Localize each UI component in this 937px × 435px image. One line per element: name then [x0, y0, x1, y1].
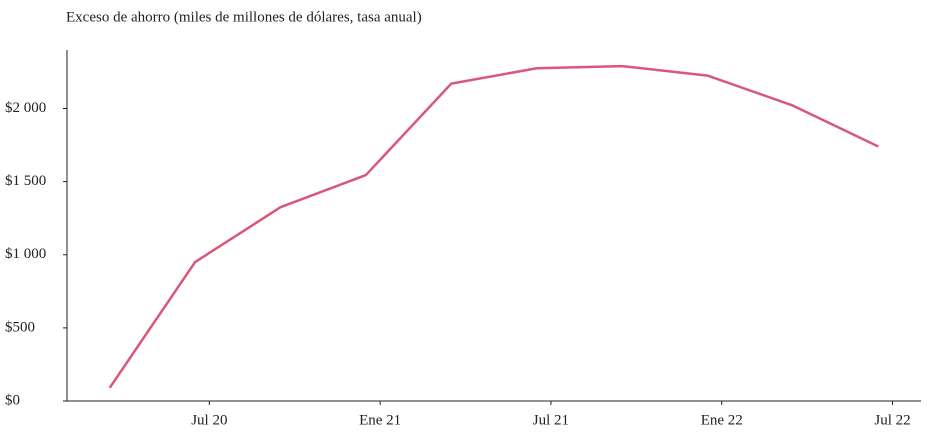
chart-title: Exceso de ahorro (miles de millones de d…: [66, 9, 422, 25]
x-tick-label: Ene 22: [701, 412, 743, 428]
x-tick-label: Ene 21: [359, 412, 401, 428]
x-tick-label: Jul 20: [191, 412, 227, 428]
y-tick-label: $0: [5, 392, 20, 408]
y-tick-label: $1 500: [5, 173, 46, 189]
y-tick-label: $2 000: [5, 100, 46, 116]
y-tick-label: $1 000: [5, 246, 46, 262]
y-tick-label: $500: [5, 319, 35, 335]
x-tick-label: Jul 21: [533, 412, 569, 428]
x-tick-label: Jul 22: [874, 412, 910, 428]
line-series: [108, 64, 879, 389]
